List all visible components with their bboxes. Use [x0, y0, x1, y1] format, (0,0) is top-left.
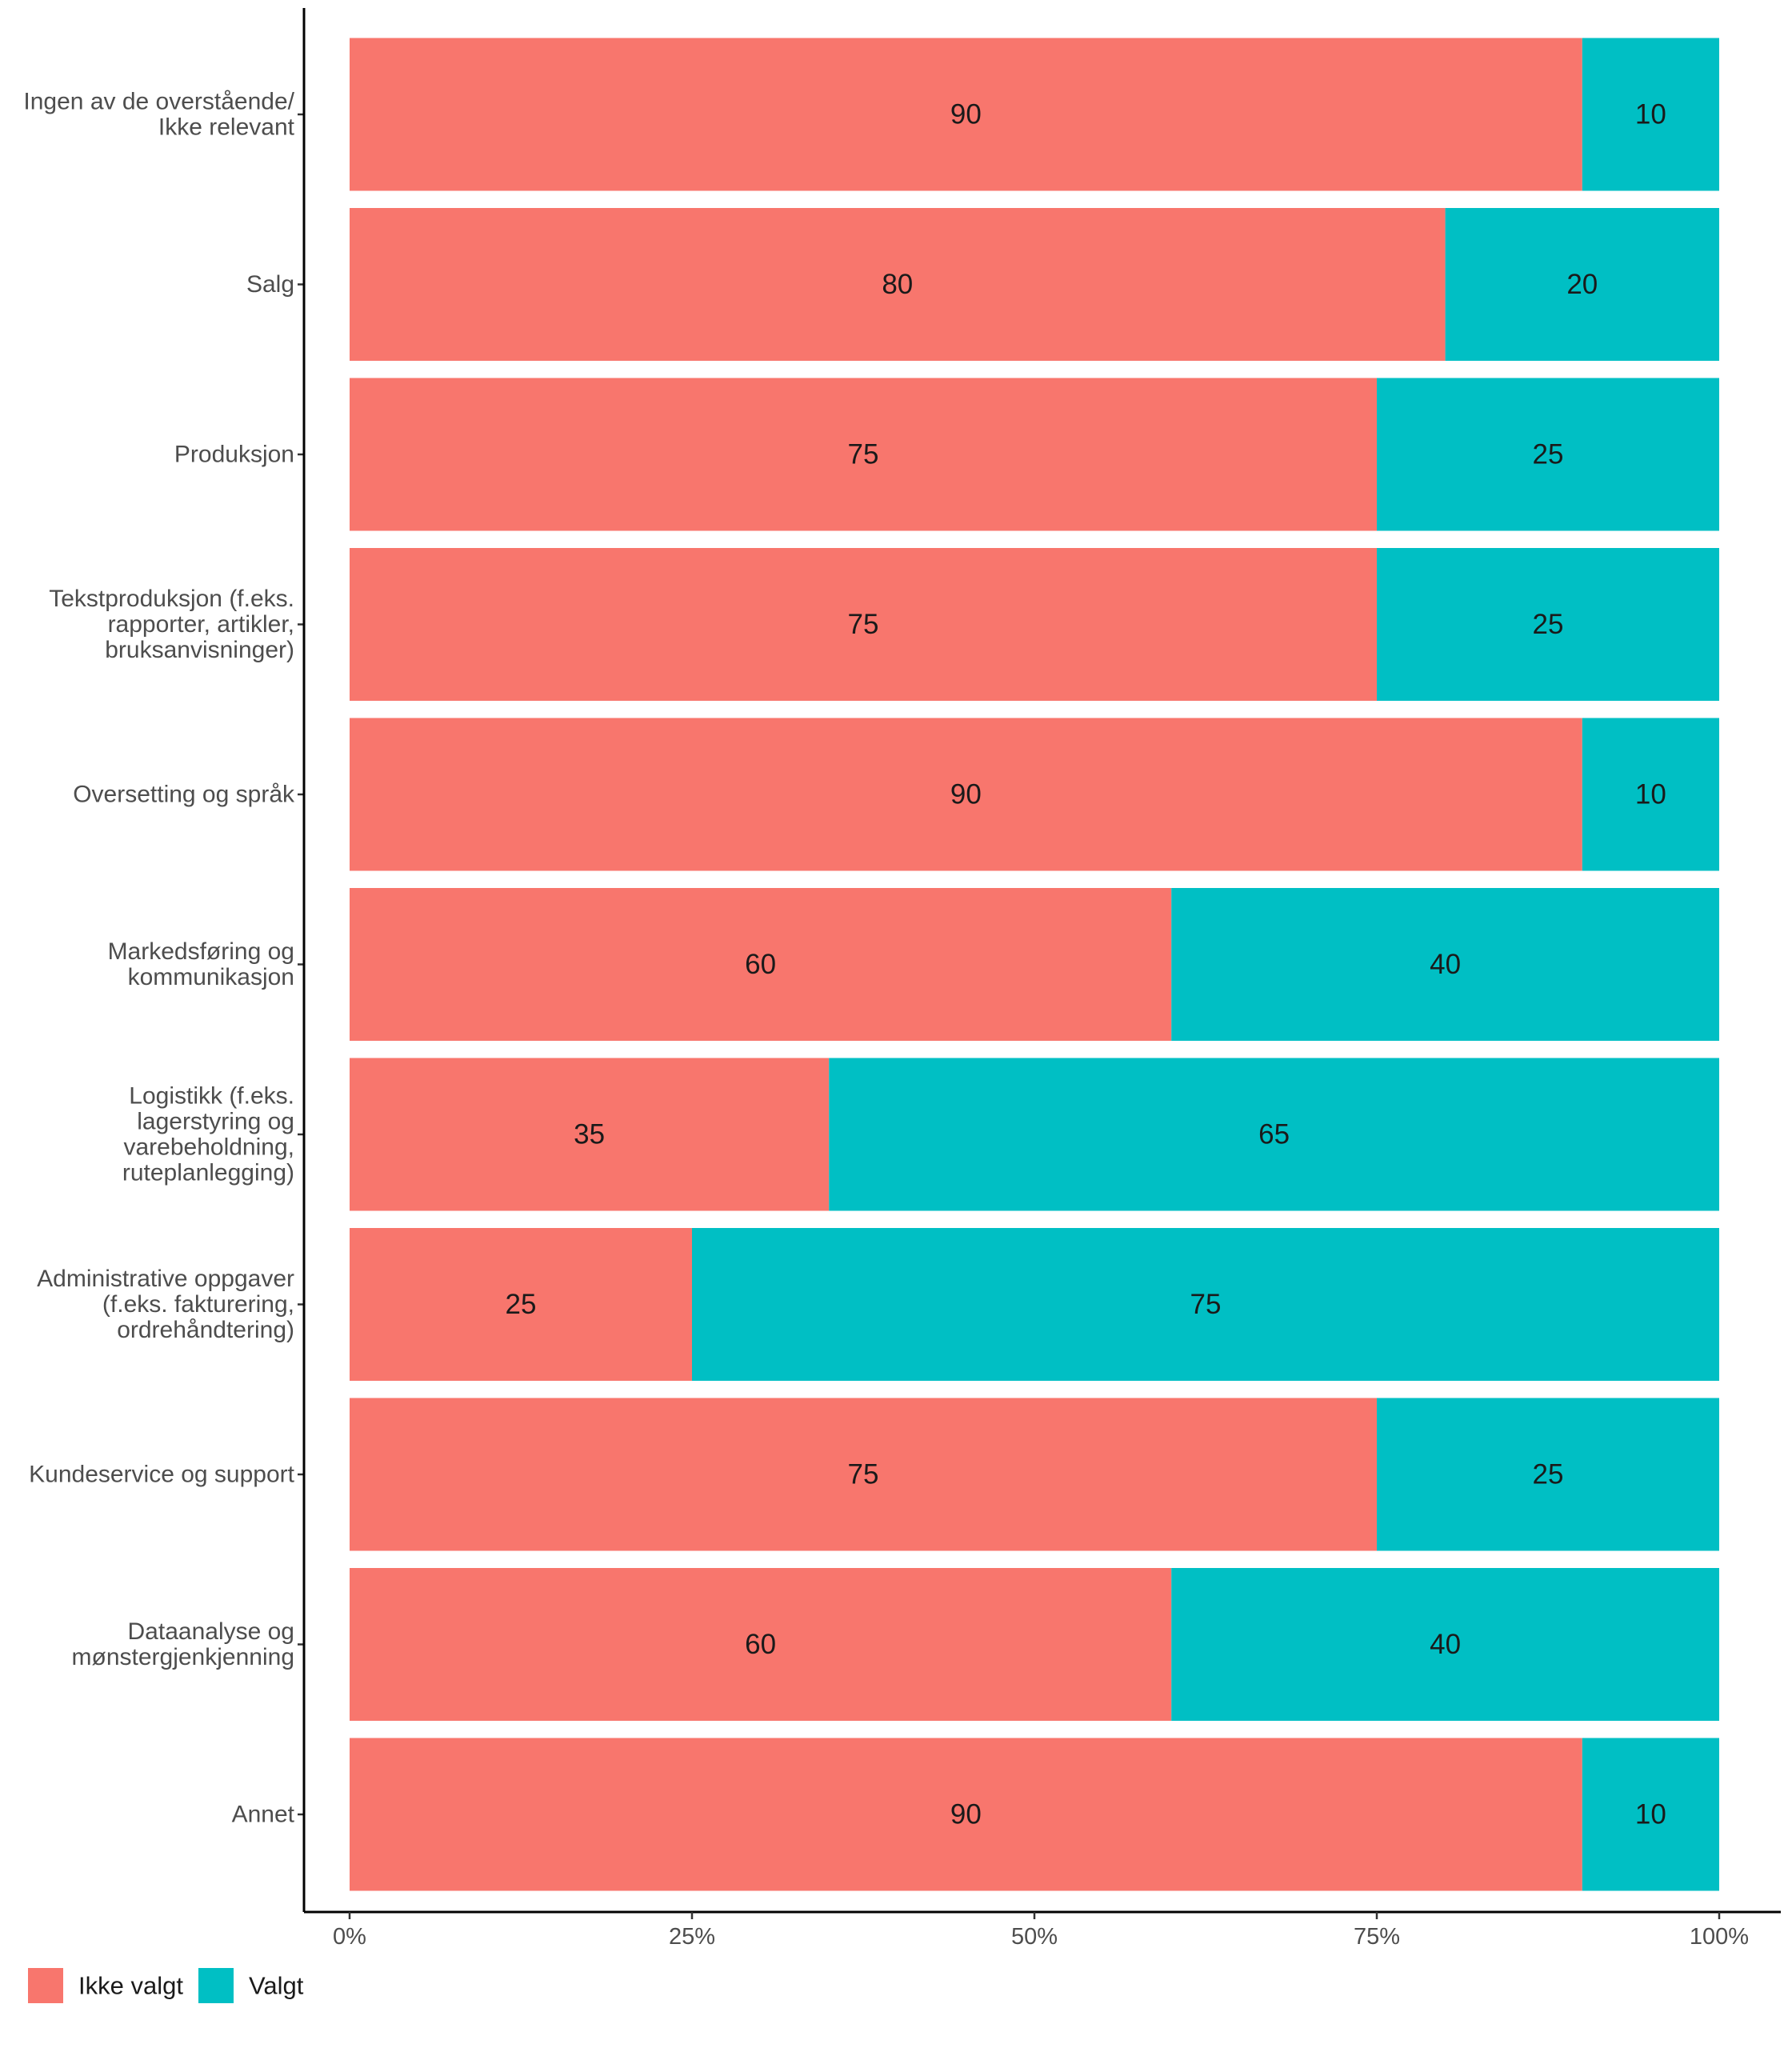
value-label-ikke-valgt-2: 75	[848, 439, 879, 470]
category-label-3: Tekstproduksjon (f.eks. rapporter, artikl…	[49, 586, 294, 663]
value-label-ikke-valgt-10: 90	[950, 1799, 982, 1830]
value-label-ikke-valgt-3: 75	[848, 609, 879, 640]
category-label-7: Administrative oppgaver (f.eks. faktureri…	[37, 1266, 294, 1343]
bar-valgt-0	[1582, 38, 1719, 191]
value-label-valgt-8: 25	[1533, 1459, 1564, 1490]
value-label-valgt-3: 25	[1533, 609, 1564, 640]
bar-ikke-valgt-6	[350, 1058, 830, 1211]
value-label-ikke-valgt-7: 25	[506, 1289, 537, 1320]
value-label-valgt-0: 10	[1635, 99, 1666, 130]
bar-ikke-valgt-9	[350, 1568, 1172, 1721]
category-label-9: Dataanalyse og mønstergjenkjenning	[72, 1618, 294, 1670]
value-label-valgt-10: 10	[1635, 1799, 1666, 1830]
bar-valgt-1	[1445, 208, 1719, 361]
value-label-valgt-7: 75	[1190, 1289, 1222, 1320]
bar-ikke-valgt-8	[350, 1398, 1377, 1551]
legend-swatch-ikke-valgt	[28, 1968, 63, 2003]
value-label-ikke-valgt-6: 35	[574, 1119, 605, 1150]
bar-valgt-10	[1582, 1738, 1719, 1891]
value-labels-layer: 90 10 80 20 75 25 75 25 90 10 60 40 35 65 25 75 75 25 60 40…	[506, 99, 1666, 1830]
bars-layer	[350, 38, 1719, 1891]
category-label-0: Ingen av de overstående/Ikke relevant	[23, 89, 294, 141]
x-tick-label-1: 25%	[669, 1924, 715, 1950]
value-label-ikke-valgt-1: 80	[882, 269, 913, 300]
bar-ikke-valgt-10	[350, 1738, 1582, 1891]
category-labels-layer: Ingen av de overstående/Ikke relevant Sal…	[23, 89, 295, 1828]
value-label-valgt-5: 40	[1430, 949, 1461, 980]
value-label-valgt-1: 20	[1566, 269, 1598, 300]
category-label-4: Oversetting og språk	[73, 782, 295, 808]
value-label-ikke-valgt-0: 90	[950, 99, 982, 130]
bar-ikke-valgt-3	[350, 548, 1377, 701]
bar-ikke-valgt-7	[350, 1228, 692, 1381]
bar-ikke-valgt-1	[350, 208, 1446, 361]
x-tick-label-4: 100%	[1690, 1924, 1749, 1950]
category-label-1: Salg	[246, 271, 294, 298]
x-tick-label-3: 75%	[1354, 1924, 1400, 1950]
value-label-valgt-4: 10	[1635, 779, 1666, 810]
value-label-ikke-valgt-9: 60	[745, 1629, 776, 1660]
bar-ikke-valgt-2	[350, 378, 1377, 531]
x-tick-label-2: 50%	[1011, 1924, 1058, 1950]
bar-valgt-7	[692, 1228, 1719, 1381]
value-label-valgt-2: 25	[1533, 439, 1564, 470]
bar-valgt-6	[829, 1058, 1719, 1211]
value-label-valgt-9: 40	[1430, 1629, 1461, 1660]
bar-valgt-4	[1582, 718, 1719, 871]
bar-valgt-9	[1171, 1568, 1719, 1721]
value-label-ikke-valgt-4: 90	[950, 779, 982, 810]
category-label-8: Kundeservice og support	[29, 1462, 295, 1488]
value-label-valgt-6: 65	[1258, 1119, 1290, 1150]
category-label-6: Logistikk (f.eks. lagerstyring og varebeho…	[122, 1083, 294, 1186]
category-label-5: Markedsføring og kommunikasjon	[108, 938, 294, 990]
bar-ikke-valgt-5	[350, 888, 1172, 1041]
category-label-2: Produksjon	[174, 442, 294, 468]
value-label-ikke-valgt-8: 75	[848, 1459, 879, 1490]
x-tick-label-0: 0%	[333, 1924, 366, 1950]
bar-valgt-8	[1377, 1398, 1719, 1551]
category-label-10: Annet	[232, 1802, 295, 1828]
bar-ikke-valgt-4	[350, 718, 1582, 871]
bar-ikke-valgt-0	[350, 38, 1582, 191]
bar-valgt-3	[1377, 548, 1719, 701]
legend-label-ikke-valgt: Ikke valgt	[78, 1972, 183, 2000]
bar-valgt-5	[1171, 888, 1719, 1041]
axes-layer: 0% 25% 50% 75% 100%	[298, 8, 1781, 1950]
legend-swatch-valgt	[198, 1968, 234, 2003]
bar-valgt-2	[1377, 378, 1719, 531]
legend: Ikke valgt Valgt	[28, 1968, 304, 2003]
value-label-ikke-valgt-5: 60	[745, 949, 776, 980]
legend-label-valgt: Valgt	[249, 1972, 304, 2000]
